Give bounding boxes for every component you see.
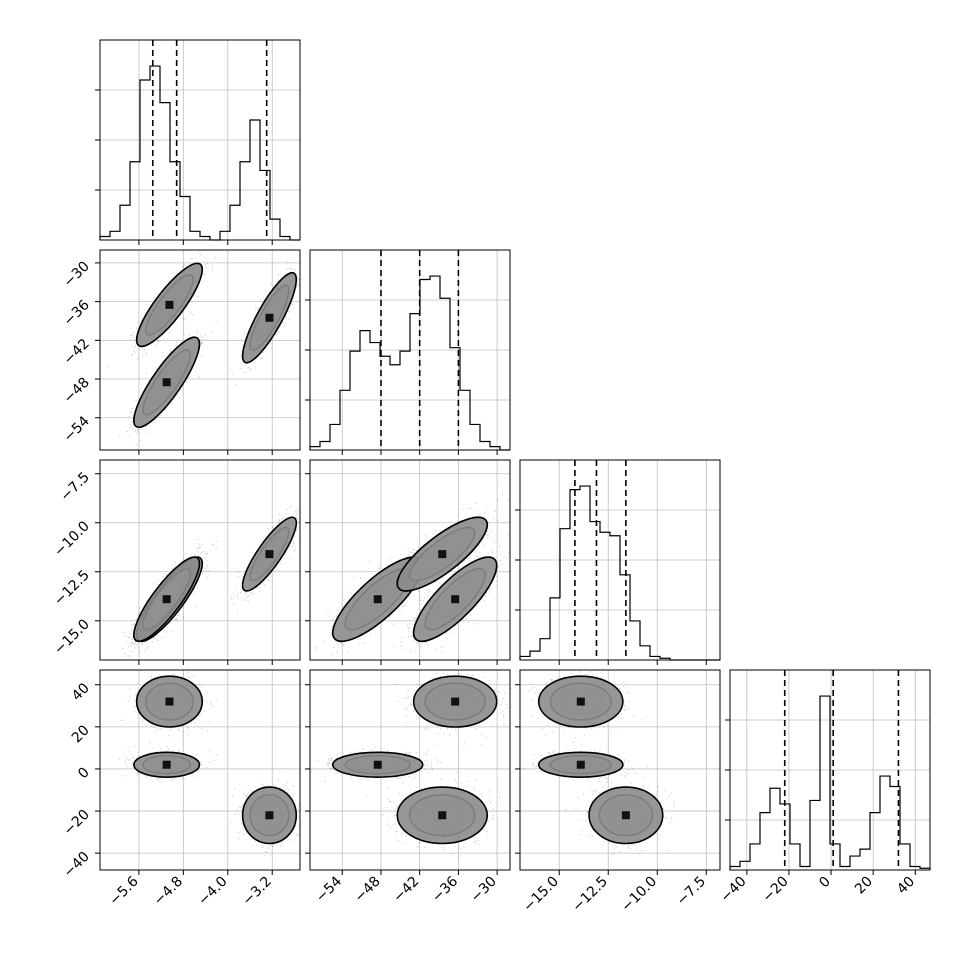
peak-3-0-0 bbox=[165, 697, 174, 706]
peak-3-2-2 bbox=[621, 811, 630, 820]
peak-1-0-2 bbox=[265, 313, 274, 322]
x-tick-label-3-3: 20 bbox=[852, 874, 876, 898]
x-tick-label-1-4: −30 bbox=[468, 874, 500, 906]
x-tick-label-2-3: −7.5 bbox=[674, 874, 709, 909]
panel-2-1 bbox=[309, 459, 511, 661]
y-tick-label-3-3: 20 bbox=[69, 722, 93, 746]
x-tick-label-3-1: −20 bbox=[760, 874, 792, 906]
x-tick-label-0-3: −3.2 bbox=[240, 874, 275, 909]
x-tick-label-3-0: −40 bbox=[717, 874, 749, 906]
y-tick-label-1-4: −30 bbox=[61, 258, 93, 290]
hist-grid-1 bbox=[310, 250, 510, 450]
x-tick-label-1-2: −42 bbox=[390, 874, 422, 906]
x-tick-label-3-2: 0 bbox=[816, 874, 834, 892]
y-tick-label-2-1: −12.5 bbox=[51, 567, 93, 609]
panel-3-0 bbox=[99, 669, 301, 871]
peak-3-2-0 bbox=[576, 697, 585, 706]
x-tick-label-0-0: −5.6 bbox=[106, 873, 141, 908]
x-tick-label-1-3: −36 bbox=[429, 873, 461, 905]
y-tick-label-1-3: −36 bbox=[61, 297, 93, 329]
peak-3-1-2 bbox=[438, 811, 447, 820]
density-3-1 bbox=[311, 672, 510, 857]
hist-panel-2 bbox=[519, 459, 721, 661]
x-tick-label-2-0: −15.0 bbox=[520, 874, 562, 916]
x-tick-label-3-4: 40 bbox=[894, 874, 918, 898]
peak-1-0-0 bbox=[165, 300, 174, 309]
peak-2-1-1 bbox=[373, 595, 382, 604]
y-tick-label-1-2: −42 bbox=[61, 336, 93, 368]
peak-1-0-1 bbox=[162, 378, 171, 387]
histogram-2 bbox=[519, 485, 720, 661]
y-tick-label-3-4: 40 bbox=[69, 680, 93, 704]
grid-2-0 bbox=[100, 460, 300, 660]
density-1-0 bbox=[107, 252, 300, 446]
x-tick-label-1-1: −48 bbox=[352, 874, 384, 906]
hist-panel-0 bbox=[99, 39, 301, 241]
y-tick-label-3-0: −40 bbox=[61, 849, 93, 881]
peak-3-0-2 bbox=[265, 811, 274, 820]
x-tick-label-0-2: −4.0 bbox=[195, 874, 230, 909]
y-tick-label-2-3: −7.5 bbox=[57, 469, 92, 504]
histogram-0 bbox=[99, 65, 300, 241]
peak-2-0-2 bbox=[265, 550, 274, 559]
x-tick-label-2-1: −12.5 bbox=[569, 874, 611, 916]
panel-2-0 bbox=[99, 459, 301, 661]
peak-3-1-0 bbox=[451, 697, 460, 706]
density-2-0 bbox=[122, 505, 300, 657]
x-tick-label-1-0: −54 bbox=[313, 873, 345, 905]
panel-3-2 bbox=[519, 669, 721, 871]
histogram-3 bbox=[729, 695, 931, 870]
peak-3-1-1 bbox=[373, 760, 382, 769]
peak-2-0-1 bbox=[162, 595, 171, 604]
x-tick-label-0-1: −4.8 bbox=[151, 874, 186, 909]
y-tick-label-2-0: −15.0 bbox=[51, 616, 93, 658]
hist-grid-2 bbox=[520, 460, 720, 660]
y-tick-label-1-0: −54 bbox=[61, 413, 93, 445]
density-3-2 bbox=[522, 671, 675, 855]
y-tick-label-1-1: −48 bbox=[61, 375, 93, 407]
peak-3-2-1 bbox=[576, 760, 585, 769]
density-2-1 bbox=[315, 494, 510, 656]
histogram-1 bbox=[309, 275, 510, 451]
hist-grid-0 bbox=[100, 40, 300, 240]
peak-3-0-1 bbox=[162, 760, 171, 769]
y-tick-label-3-1: −20 bbox=[61, 807, 93, 839]
hist-panel-1 bbox=[309, 249, 511, 451]
peak-2-1-0 bbox=[451, 595, 460, 604]
density-3-0 bbox=[118, 671, 300, 857]
panel-3-1 bbox=[309, 669, 511, 871]
panel-1-0 bbox=[99, 249, 301, 451]
peak-2-1-2 bbox=[438, 550, 447, 559]
hist-panel-3 bbox=[729, 669, 931, 871]
y-tick-label-3-2: 0 bbox=[75, 764, 93, 782]
x-tick-label-2-2: −10.0 bbox=[618, 874, 660, 916]
y-tick-label-2-2: −10.0 bbox=[51, 518, 93, 560]
